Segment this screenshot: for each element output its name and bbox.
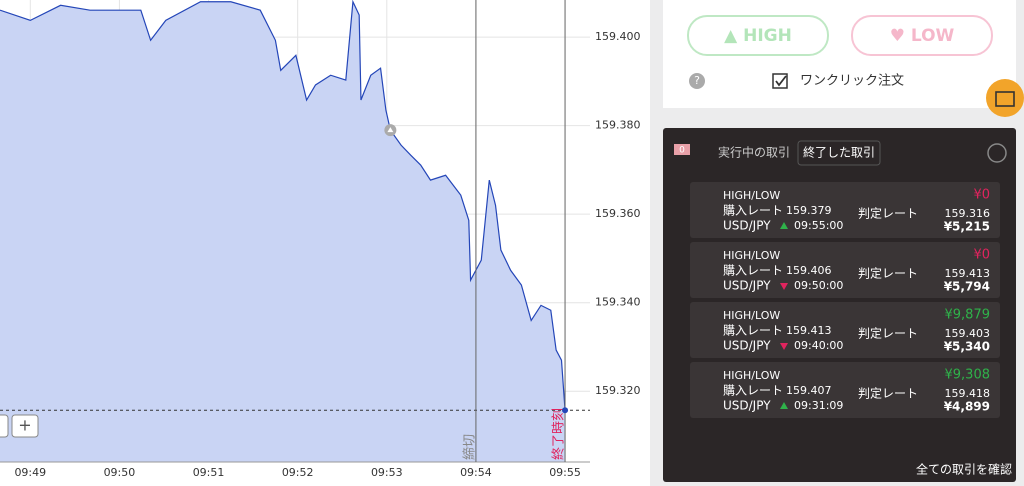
x-tick-label: 09:55 xyxy=(549,466,581,479)
purchase-label: 購入レート xyxy=(723,204,783,218)
direction-arrow xyxy=(780,343,788,350)
payout: ¥0 xyxy=(973,188,990,203)
tab-box xyxy=(797,140,881,166)
judge-label: 判定レート xyxy=(858,326,918,341)
checkbox[interactable] xyxy=(772,73,788,89)
purchase-rate: 159.406 xyxy=(786,264,832,277)
y-tick-label: 159.380 xyxy=(595,119,641,132)
badge xyxy=(674,144,690,155)
price-line xyxy=(0,0,566,411)
pair: USD/JPY xyxy=(723,219,771,233)
price-area xyxy=(0,1,566,462)
low-button[interactable] xyxy=(851,15,993,56)
y-tick-label: 159.400 xyxy=(595,30,641,43)
trade-card xyxy=(690,362,1000,418)
x-tick-label: 09:50 xyxy=(104,466,136,479)
y-tick-label: 159.340 xyxy=(595,296,641,309)
x-tick-label: 09:52 xyxy=(282,466,314,479)
expiry: 09:40:00 xyxy=(794,339,843,352)
payout: ¥9,308 xyxy=(945,368,991,383)
judge-rate: 159.418 xyxy=(945,387,991,400)
zoom-in-button[interactable] xyxy=(11,414,39,438)
help-icon[interactable] xyxy=(689,73,705,89)
high-label[interactable]: ▲ HIGH xyxy=(724,26,792,46)
trade-card xyxy=(690,242,1000,298)
trade-type: HIGH/LOW xyxy=(723,189,780,202)
check xyxy=(775,75,787,87)
expiry: 09:50:00 xyxy=(794,279,843,292)
y-tick-label: 159.320 xyxy=(595,384,641,397)
trade-card xyxy=(690,182,1000,238)
payout: ¥0 xyxy=(973,248,990,263)
expiry: 09:55:00 xyxy=(794,219,843,232)
current-point xyxy=(562,407,569,414)
trade-type: HIGH/LOW xyxy=(723,309,780,322)
trade-type: HIGH/LOW xyxy=(723,249,780,262)
amount: ¥5,794 xyxy=(944,280,990,294)
amount: ¥5,215 xyxy=(944,220,990,234)
x-tick-label: 09:49 xyxy=(14,466,46,479)
entry-arrow xyxy=(387,127,394,133)
purchase-label: 購入レート xyxy=(723,264,783,278)
expiry: 09:31:09 xyxy=(794,399,843,412)
pair: USD/JPY xyxy=(723,279,771,293)
x-tick-label: 09:54 xyxy=(460,466,492,479)
direction-arrow xyxy=(780,402,788,409)
one-click-label[interactable]: ワンクリック注文 xyxy=(800,74,904,89)
payout: ¥9,879 xyxy=(945,308,991,323)
trade-type: HIGH/LOW xyxy=(723,369,780,382)
footer-link[interactable]: 全ての取引を確認 xyxy=(916,462,1012,477)
purchase-label: 購入レート xyxy=(723,384,783,398)
purchase-rate: 159.407 xyxy=(786,384,832,397)
purchase-rate: 159.413 xyxy=(786,324,832,337)
direction-arrow xyxy=(780,222,788,229)
gift-button[interactable] xyxy=(986,79,1024,117)
purchase-rate: 159.379 xyxy=(786,204,832,217)
x-tick-label: 09:51 xyxy=(193,466,225,479)
zoom-out-button[interactable] xyxy=(0,414,9,438)
tab-closed[interactable]: 終了した取引 xyxy=(803,145,875,160)
judge-label: 判定レート xyxy=(858,386,918,401)
tab-active[interactable]: 実行中の取引 xyxy=(718,145,790,160)
y-tick-label: 159.360 xyxy=(595,207,641,220)
gift-icon xyxy=(995,91,1015,107)
judge-label: 判定レート xyxy=(858,206,918,221)
x-tick-label: 09:53 xyxy=(371,466,403,479)
judge-rate: 159.413 xyxy=(945,267,991,280)
amount: ¥4,899 xyxy=(944,400,990,414)
low-label[interactable]: ♥ LOW xyxy=(890,26,955,46)
help-text[interactable]: ? xyxy=(694,74,700,87)
high-button[interactable] xyxy=(687,15,829,56)
trade-card xyxy=(690,302,1000,358)
direction-arrow xyxy=(780,283,788,290)
marker-label: 締切 xyxy=(461,434,477,460)
pair: USD/JPY xyxy=(723,339,771,353)
pair: USD/JPY xyxy=(723,399,771,413)
popout-icon[interactable] xyxy=(987,143,1007,163)
judge-rate: 159.403 xyxy=(945,327,991,340)
marker-label: 終了時刻 xyxy=(551,408,567,460)
amount: ¥5,340 xyxy=(944,340,990,354)
judge-rate: 159.316 xyxy=(945,207,991,220)
zoom-in-label[interactable]: + xyxy=(18,416,31,435)
badge-text: 0 xyxy=(679,146,685,156)
judge-label: 判定レート xyxy=(858,266,918,281)
purchase-label: 購入レート xyxy=(723,324,783,338)
